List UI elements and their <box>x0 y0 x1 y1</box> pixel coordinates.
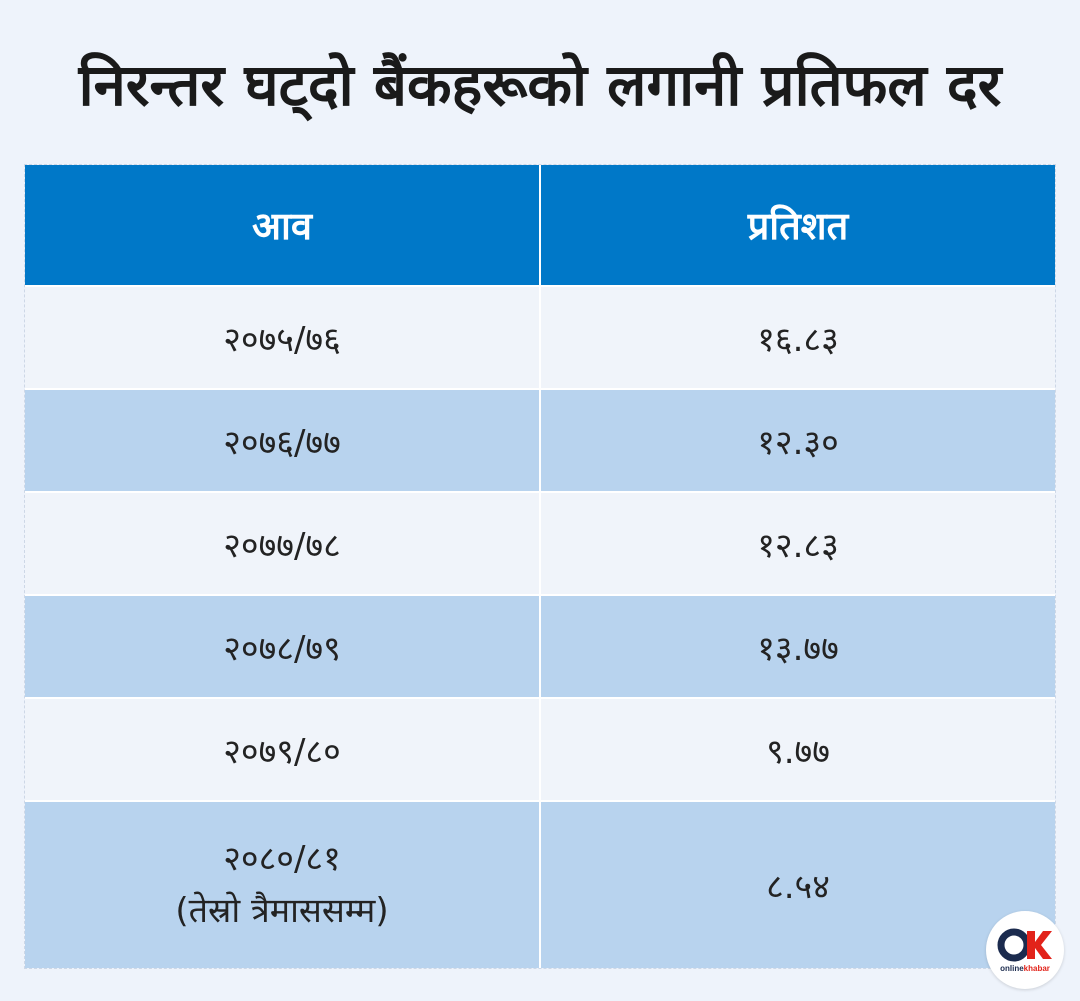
table-row: २०७७/७८ १२.८३ <box>25 493 1055 596</box>
year-cell: २०७८/७९ <box>223 628 341 669</box>
percent-cell: ९.७७ <box>539 699 1055 800</box>
percent-cell: १३.७७ <box>539 596 1055 697</box>
year-label: २०८०/८१ <box>223 839 341 879</box>
logo-text-online: online <box>1000 964 1024 973</box>
svg-text:onlinekhabar: onlinekhabar <box>1000 964 1050 973</box>
onlinekhabar-logo-icon: onlinekhabar <box>986 911 1064 989</box>
percent-cell: १६.८३ <box>539 287 1055 388</box>
percent-cell: ८.५४ <box>539 802 1055 968</box>
table-header: आव प्रतिशत <box>25 165 1055 287</box>
table-row: २०८०/८१ (तेस्रो त्रैमाससम्म) ८.५४ <box>25 802 1055 968</box>
year-note: (तेस्रो त्रैमाससम्म) <box>175 891 389 931</box>
column-header-percent: प्रतिशत <box>539 165 1055 285</box>
logo-text-khabar: khabar <box>1024 964 1050 973</box>
page-title: निरन्तर घट्दो बैंकहरूको लगानी प्रतिफल दर <box>78 51 1002 119</box>
year-cell: २०७७/७८ <box>223 525 341 566</box>
table-row: २०७५/७६ १६.८३ <box>25 287 1055 390</box>
returns-table: आव प्रतिशत २०७५/७६ १६.८३ २०७६/७७ १२.३० २… <box>24 164 1056 969</box>
year-cell: २०७५/७६ <box>223 319 341 360</box>
year-cell: २०८०/८१ (तेस्रो त्रैमाससम्म) <box>25 802 539 968</box>
percent-cell: १२.८३ <box>539 493 1055 594</box>
table-row: २०७९/८० ९.७७ <box>25 699 1055 802</box>
table-row: २०७६/७७ १२.३० <box>25 390 1055 493</box>
table-row: २०७८/७९ १३.७७ <box>25 596 1055 699</box>
column-header-year: आव <box>252 204 312 248</box>
year-cell: २०७९/८० <box>223 731 341 772</box>
percent-cell: १२.३० <box>539 390 1055 491</box>
year-cell: २०७६/७७ <box>223 422 341 463</box>
